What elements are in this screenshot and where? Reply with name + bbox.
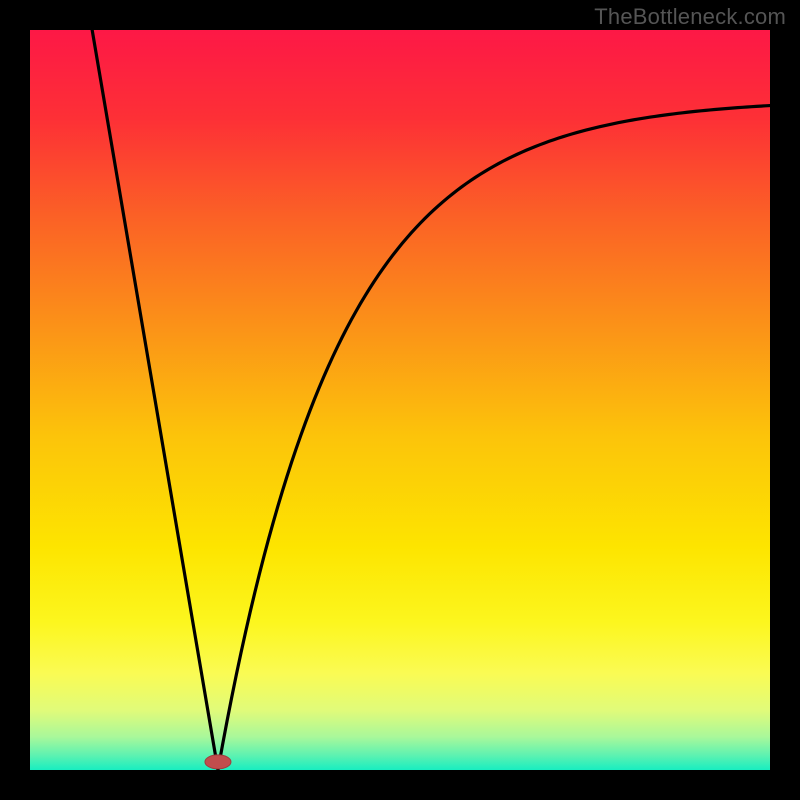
optimal-point-marker — [205, 755, 231, 769]
chart-container: TheBottleneck.com — [0, 0, 800, 800]
watermark-text: TheBottleneck.com — [594, 4, 786, 30]
plot-background — [30, 30, 770, 770]
bottleneck-chart — [0, 0, 800, 800]
